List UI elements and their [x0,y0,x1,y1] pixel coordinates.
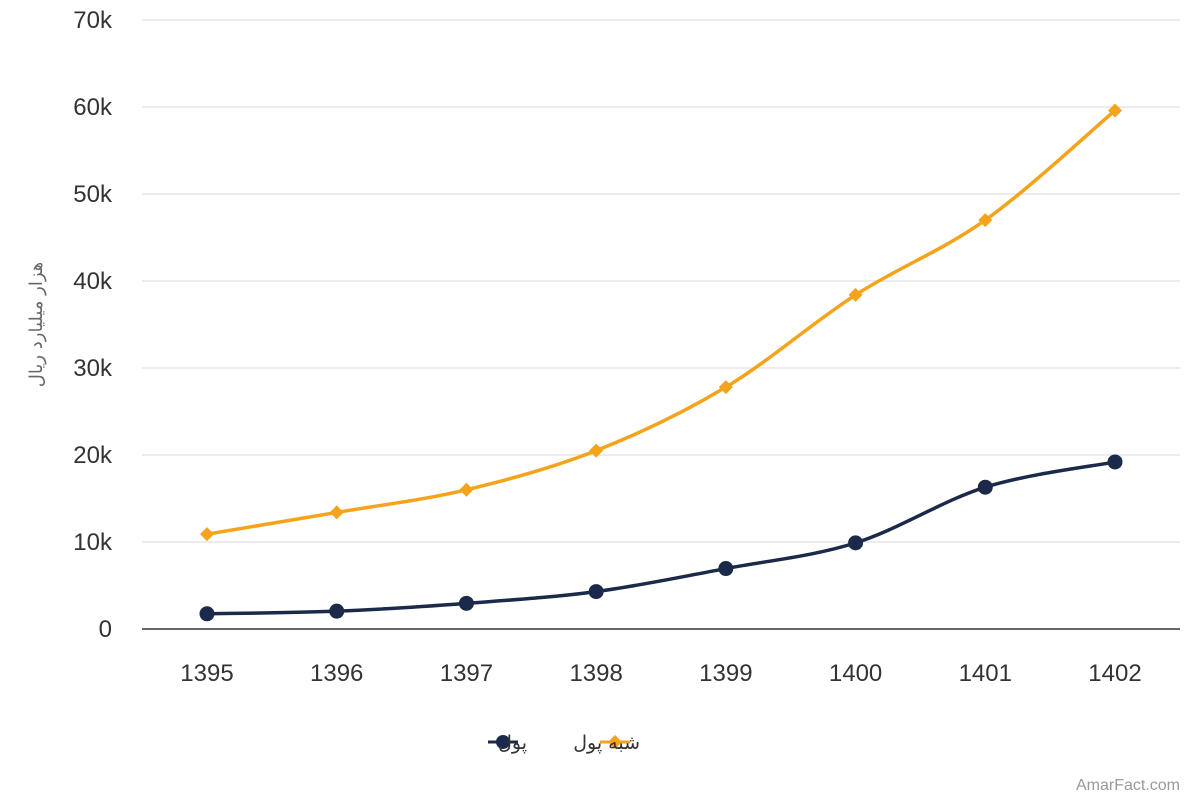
legend-label-money: پول [498,732,527,754]
series-line [205,460,1117,616]
credit-text[interactable]: AmarFact.com [1076,777,1180,794]
data-point[interactable] [199,606,215,622]
x-tick-label: 1395 [180,660,233,687]
y-tick-label: 30k [73,355,113,382]
data-point[interactable] [459,482,474,497]
legend-item-quasi-money[interactable]: شبه پول [573,732,640,754]
series-money [199,454,1123,622]
data-point[interactable] [977,479,993,495]
x-tick-label: 1396 [310,660,363,687]
data-point[interactable] [589,443,604,458]
data-point[interactable] [848,535,864,551]
legend-item-money[interactable]: پول [488,732,527,754]
y-tick-label: 20k [73,442,113,469]
data-point[interactable] [718,380,733,395]
y-tick-label: 40k [73,268,113,295]
data-point[interactable] [329,603,345,619]
x-tick-label: 1402 [1088,660,1141,687]
data-point[interactable] [848,287,863,302]
data-point[interactable] [329,505,344,520]
legend-marker-quasi-money [608,735,622,749]
x-axis-tick-labels: 1395 1396 1397 1398 1399 1400 1401 1402 [180,660,1141,687]
x-tick-label: 1399 [699,660,752,687]
legend: پول شبه پول [488,732,640,754]
series-line [205,108,1117,536]
y-tick-label: 70k [73,7,113,34]
x-tick-label: 1398 [569,660,622,687]
data-point[interactable] [200,527,214,542]
y-tick-label: 50k [73,181,113,208]
data-point[interactable] [1108,103,1122,118]
x-tick-label: 1401 [959,660,1012,687]
y-tick-label: 60k [73,94,113,121]
legend-marker-money [496,735,510,749]
y-axis-tick-labels: 0 10k 20k 30k 40k 50k 60k 70k [73,7,113,643]
data-point[interactable] [718,561,734,577]
legend-label-quasi-money: شبه پول [573,732,640,754]
series-quasi-money [200,103,1122,542]
y-tick-label: 10k [73,529,113,556]
series-layer [199,103,1123,622]
data-point[interactable] [1107,454,1123,470]
x-tick-label: 1400 [829,660,882,687]
data-point[interactable] [978,213,993,228]
gridlines [142,19,1180,543]
x-tick-label: 1397 [440,660,493,687]
y-tick-label: 0 [99,616,112,643]
data-point[interactable] [588,584,604,600]
y-axis-label: هزار میلیارد ریال [26,262,47,387]
data-point[interactable] [458,595,474,611]
